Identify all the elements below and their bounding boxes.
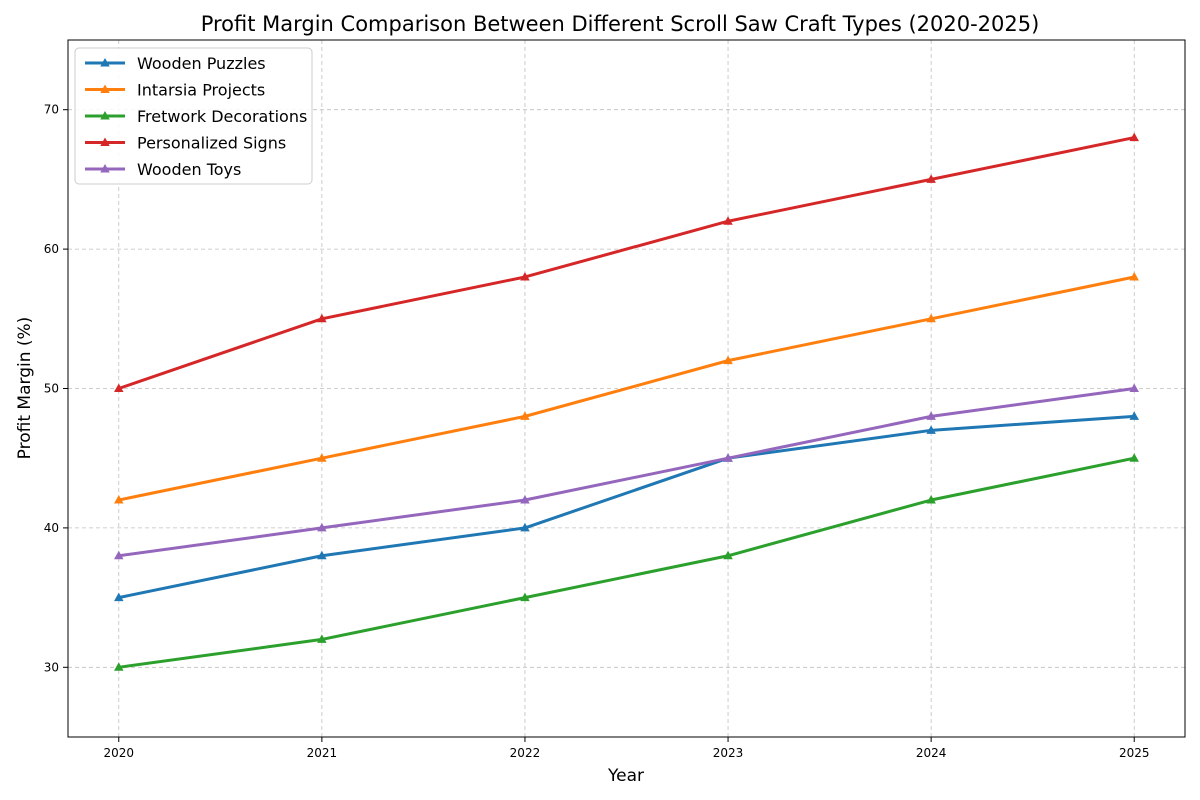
legend-frame	[74, 47, 313, 185]
data-point-marker	[1129, 271, 1139, 281]
data-point-marker	[723, 216, 733, 225]
data-point-marker	[114, 495, 124, 504]
data-point-marker	[520, 592, 530, 602]
y-tick-label: 60	[44, 242, 59, 256]
y-tick-label: 50	[44, 382, 59, 396]
data-point-marker	[520, 411, 530, 420]
legend-label: Personalized Signs	[137, 134, 286, 153]
series-wooden-toys	[114, 383, 1139, 560]
y-axis: 30 40 50 60 70	[44, 103, 68, 674]
legend-swatch-marker	[100, 58, 110, 67]
series-line	[117, 456, 1136, 669]
data-point-marker	[723, 355, 733, 365]
y-tick-label: 40	[44, 521, 59, 535]
data-point-marker	[926, 495, 936, 504]
data-point-marker	[114, 383, 124, 392]
data-point-marker	[520, 522, 530, 532]
data-point-marker	[926, 174, 936, 183]
legend-label: Wooden Puzzles	[137, 54, 266, 73]
data-point-marker	[926, 425, 936, 434]
legend-entry: Intarsia Projects	[85, 81, 265, 100]
data-point-marker	[926, 313, 936, 323]
x-axis: 2020 2021 2022 2023 2024 2025	[103, 737, 1150, 760]
legend-label: Fretwork Decorations	[137, 107, 307, 126]
x-tick-label: 2025	[1119, 746, 1150, 760]
x-tick-label: 2023	[713, 746, 744, 760]
data-point-marker	[114, 662, 124, 671]
legend-swatch-marker	[100, 137, 110, 146]
data-point-marker	[317, 313, 327, 323]
legend-swatch-marker	[100, 164, 110, 173]
x-axis-label: Year	[607, 766, 644, 786]
series-intarsia-projects	[114, 271, 1139, 504]
series-line	[117, 414, 1136, 600]
legend-swatch-marker	[100, 84, 110, 93]
legend-entry: Fretwork Decorations	[85, 107, 307, 126]
x-tick-label: 2020	[103, 746, 134, 760]
data-point-marker	[114, 592, 124, 602]
legend-entry: Wooden Toys	[85, 160, 241, 179]
data-point-marker	[317, 522, 327, 532]
series-line	[117, 136, 1136, 390]
legend-label: Wooden Toys	[137, 160, 241, 179]
legend-label: Intarsia Projects	[137, 81, 265, 100]
y-tick-label: 70	[44, 103, 59, 117]
data-point-marker	[723, 453, 733, 462]
legend: Wooden Puzzles Intarsia Projects Fretwork …	[74, 47, 313, 185]
legend-entry: Personalized Signs	[85, 134, 286, 153]
data-point-marker	[723, 550, 733, 560]
data-point-marker	[114, 550, 124, 560]
data-point-marker	[926, 411, 936, 420]
data-point-marker	[1129, 383, 1139, 392]
data-point-marker	[317, 453, 327, 462]
y-axis-label: Profit Margin (%)	[15, 317, 35, 460]
data-point-marker	[520, 271, 530, 281]
series-layer	[114, 132, 1139, 671]
series-fretwork-decorations	[114, 453, 1139, 671]
data-point-marker	[1129, 453, 1139, 462]
data-point-marker	[317, 550, 327, 560]
legend-entry: Wooden Puzzles	[85, 54, 266, 73]
series-wooden-puzzles	[114, 411, 1139, 602]
data-point-marker	[520, 495, 530, 504]
y-tick-label: 30	[44, 660, 59, 674]
x-tick-label: 2022	[510, 746, 541, 760]
chart-title: Profit Margin Comparison Between Differe…	[201, 12, 1040, 36]
series-line	[117, 275, 1136, 502]
legend-swatch-marker	[100, 111, 110, 120]
series-line	[117, 387, 1136, 558]
data-point-marker	[1129, 132, 1139, 142]
data-point-marker	[317, 634, 327, 643]
x-tick-label: 2024	[916, 746, 947, 760]
x-tick-label: 2021	[307, 746, 338, 760]
data-point-marker	[1129, 411, 1139, 420]
series-personalized-signs	[114, 132, 1139, 392]
